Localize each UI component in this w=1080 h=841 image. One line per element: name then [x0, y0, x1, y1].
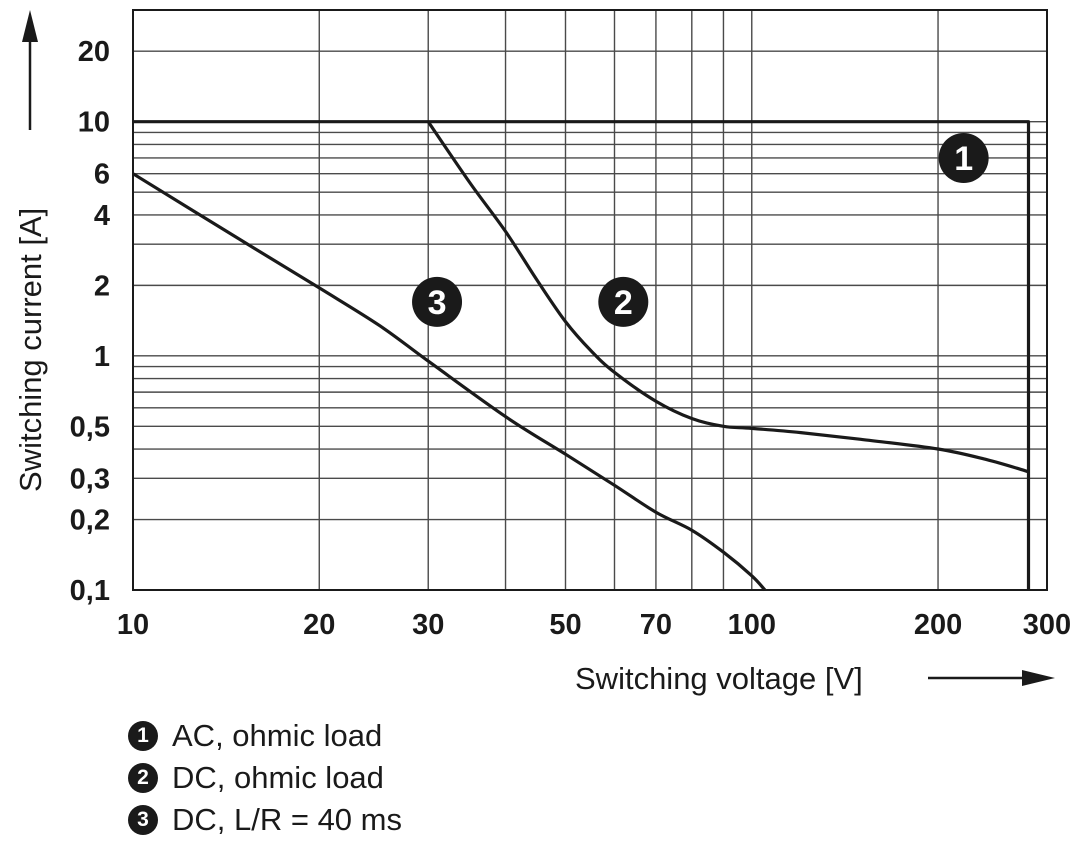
- series-marker-label-1: 1: [954, 140, 973, 178]
- legend-badge-2: 2: [128, 763, 158, 793]
- plot-frame: [132, 9, 1048, 591]
- series-line-3: [132, 172, 767, 592]
- x-tick-label: 10: [117, 609, 149, 641]
- y-axis-arrow-head: [22, 10, 38, 42]
- x-axis-title: Switching voltage [V]: [575, 661, 863, 696]
- y-axis-title: Switching current [A]: [13, 208, 48, 492]
- legend-badge-1: 1: [128, 721, 158, 751]
- series-marker-label-3: 3: [428, 284, 447, 322]
- y-tick-label: 4: [94, 200, 110, 232]
- legend-badge-3: 3: [128, 805, 158, 835]
- y-tick-label: 6: [94, 159, 110, 191]
- legend-item-2: 2 DC, ohmic load: [128, 757, 402, 799]
- series-marker-1: [938, 132, 989, 183]
- legend-label-3: DC, L/R = 40 ms: [172, 802, 402, 837]
- y-tick-labels: 0,1 0,2 0,3 0,5 1 2 4 6 10 20: [70, 36, 110, 607]
- legend-label-1: AC, ohmic load: [172, 718, 383, 753]
- y-tick-label: 1: [94, 341, 110, 373]
- x-tick-label: 70: [640, 609, 672, 641]
- y-tick-label: 10: [78, 107, 110, 139]
- x-tick-labels: 10 20 30 50 70 100 200 300: [117, 609, 1071, 641]
- legend-item-3: 3 DC, L/R = 40 ms: [128, 799, 402, 841]
- series-marker-label-2: 2: [614, 284, 633, 322]
- y-tick-label: 0,3: [70, 463, 110, 495]
- x-axis-arrow-head: [1022, 670, 1055, 686]
- y-tick-label: 20: [78, 36, 110, 68]
- x-tick-label: 100: [728, 609, 776, 641]
- y-tick-label: 0,1: [70, 575, 110, 607]
- x-tick-label: 20: [303, 609, 335, 641]
- y-tick-label: 0,2: [70, 505, 110, 537]
- y-tick-label: 2: [94, 270, 110, 302]
- x-tick-label: 50: [549, 609, 581, 641]
- grid: [132, 9, 1048, 591]
- series-markers: 1 2 3: [412, 132, 989, 327]
- legend: 1 AC, ohmic load 2 DC, ohmic load 3 DC, …: [128, 715, 402, 841]
- series-marker-3: [412, 276, 463, 327]
- legend-label-2: DC, ohmic load: [172, 760, 384, 795]
- legend-item-1: 1 AC, ohmic load: [128, 715, 402, 757]
- x-tick-label: 300: [1023, 609, 1071, 641]
- series-marker-2: [598, 276, 649, 327]
- series-line-2: [426, 120, 1029, 474]
- x-tick-label: 30: [412, 609, 444, 641]
- y-tick-label: 0,5: [70, 411, 110, 443]
- series-layer: [132, 120, 1031, 592]
- series-line-1: [133, 120, 1031, 590]
- x-tick-label: 200: [914, 609, 962, 641]
